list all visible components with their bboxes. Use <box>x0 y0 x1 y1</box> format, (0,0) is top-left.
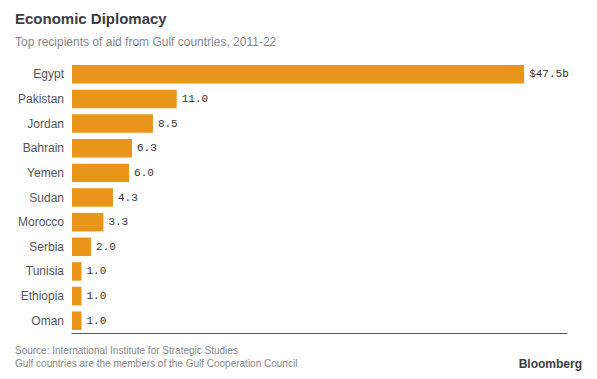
svg-text:Pakistan: Pakistan <box>18 92 64 106</box>
svg-text:Egypt: Egypt <box>33 67 64 81</box>
svg-text:Bahrain: Bahrain <box>23 141 64 155</box>
svg-text:Gulf countries are the members: Gulf countries are the members of the Gu… <box>15 358 297 369</box>
svg-text:Jordan: Jordan <box>27 117 64 131</box>
svg-text:1.0: 1.0 <box>87 315 107 327</box>
svg-text:Morocco: Morocco <box>18 215 64 229</box>
svg-text:Bloomberg: Bloomberg <box>519 357 582 371</box>
svg-text:1.0: 1.0 <box>87 290 107 302</box>
svg-text:4.3: 4.3 <box>118 192 138 204</box>
svg-text:2.0: 2.0 <box>96 241 116 253</box>
svg-text:$47.5b: $47.5b <box>529 68 569 80</box>
svg-text:3.3: 3.3 <box>108 216 128 228</box>
svg-text:Oman: Oman <box>31 314 64 328</box>
svg-text:Serbia: Serbia <box>29 240 64 254</box>
svg-text:Tunisia: Tunisia <box>26 264 65 278</box>
svg-text:Ethiopia: Ethiopia <box>21 289 65 303</box>
svg-text:Economic Diplomacy: Economic Diplomacy <box>15 10 167 27</box>
svg-text:Top recipients of aid from Gul: Top recipients of aid from Gulf countrie… <box>15 35 277 49</box>
svg-text:6.0: 6.0 <box>134 167 154 179</box>
svg-text:Sudan: Sudan <box>29 191 64 205</box>
svg-text:8.5: 8.5 <box>158 118 178 130</box>
svg-text:Source: International Institut: Source: International Institute for Stra… <box>15 345 238 356</box>
svg-text:11.0: 11.0 <box>182 93 208 105</box>
svg-text:Yemen: Yemen <box>27 166 64 180</box>
svg-text:6.3: 6.3 <box>137 142 157 154</box>
svg-text:1.0: 1.0 <box>87 265 107 277</box>
